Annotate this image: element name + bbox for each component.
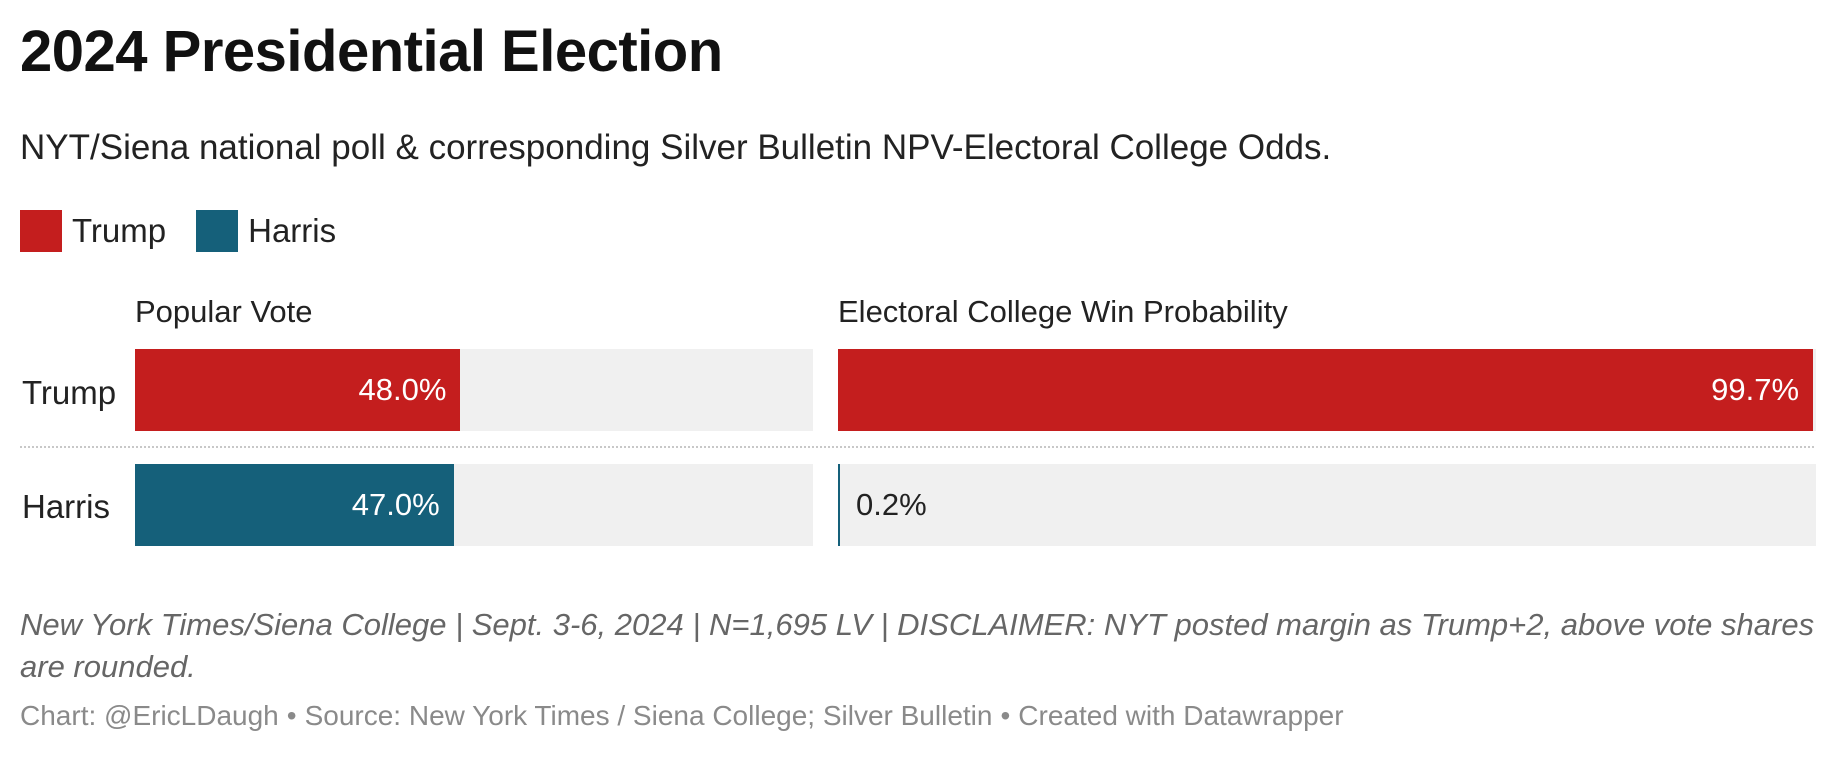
track-electoral-college-trump: 99.7% — [838, 349, 1816, 431]
footer-source: Source: New York Times / Siena College; … — [304, 700, 993, 731]
legend-label-trump: Trump — [72, 212, 167, 249]
legend-item-trump: Trump — [20, 210, 166, 252]
panel-header-electoral-college: Electoral College Win Probability — [838, 294, 1288, 329]
chart-footer: Chart: @EricLDaugh • Source: New York Time… — [20, 700, 1344, 731]
bar-label-electoral-college-trump: 99.7% — [1711, 372, 1800, 407]
bar-label-popular-vote-trump: 48.0% — [358, 372, 447, 407]
legend-swatch-harris — [196, 210, 239, 252]
bar-label-electoral-college-harris: 0.2% — [856, 487, 927, 522]
row-label-trump: Trump — [22, 374, 117, 411]
chart-title: 2024 Presidential Election — [20, 19, 723, 84]
footer-chart-credit: Chart: @EricLDaugh — [20, 700, 279, 731]
bar-popular-vote-harris — [135, 464, 454, 546]
row-label-harris: Harris — [22, 488, 110, 525]
bar-electoral-college-harris — [838, 464, 840, 546]
track-electoral-college-harris: 0.2% — [838, 464, 1816, 546]
legend-swatch-trump — [20, 210, 62, 252]
row-divider — [20, 446, 1814, 448]
footer-tool: Created with Datawrapper — [1018, 700, 1344, 731]
legend-item-harris: Harris — [196, 210, 336, 252]
bar-label-popular-vote-harris: 47.0% — [351, 487, 440, 522]
track-popular-vote-harris: 47.0% — [135, 464, 813, 546]
legend: Trump Harris — [20, 210, 366, 252]
bar-popular-vote-trump — [135, 349, 461, 431]
chart-notes: New York Times/Siena College | Sept. 3-6… — [20, 607, 1815, 684]
legend-label-harris: Harris — [248, 212, 337, 249]
chart-subtitle: NYT/Siena national poll & corresponding … — [20, 128, 1332, 167]
panel-header-popular-vote: Popular Vote — [135, 294, 313, 329]
bar-electoral-college-trump — [838, 349, 1814, 431]
track-popular-vote-trump: 48.0% — [135, 349, 813, 431]
